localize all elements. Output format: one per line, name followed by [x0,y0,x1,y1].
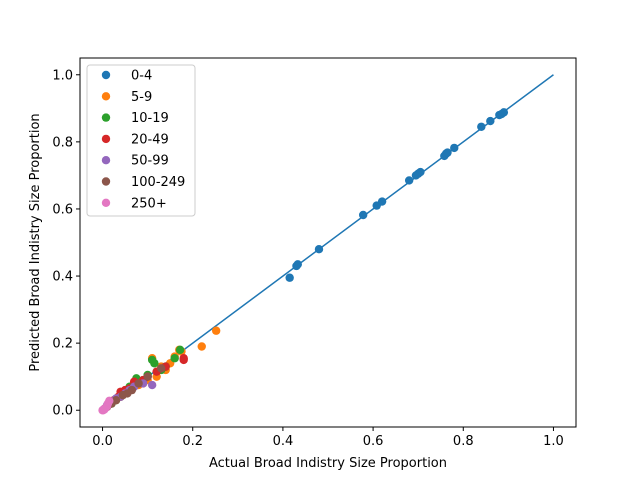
legend-label: 5-9 [131,90,152,105]
y-tick-label: 0.0 [52,404,73,419]
data-point [147,380,157,390]
y-tick-label: 0.6 [52,202,73,217]
data-point [477,122,486,131]
legend: 0-4 5-9 10-19 20-49 50-99 100-249 250+ [86,64,196,217]
data-point [404,176,414,185]
data-point [499,108,509,117]
data-point [143,372,152,381]
legend-label: 250+ [131,196,167,211]
data-point [100,405,109,414]
data-point [134,379,143,388]
legend-label: 10-19 [131,111,169,126]
legend-marker [101,113,111,122]
y-axis-label: Predicted Broad Indistry Size Proportion [28,113,43,371]
data-point [179,354,188,363]
x-axis-label: Actual Broad Indistry Size Proportion [209,456,447,471]
x-tick-label: 0.8 [453,434,474,449]
points-layer [98,108,509,415]
data-point [170,354,179,363]
legend-marker [101,70,111,80]
data-point [147,355,157,365]
legend-box [86,64,196,217]
legend-marker [101,198,111,207]
legend-label: 0-4 [131,69,152,84]
legend-marker [101,177,111,186]
legend-label: 50-99 [131,154,169,169]
data-point [358,210,368,220]
data-point [211,326,221,335]
legend-marker [101,156,111,165]
legend-label: 100-249 [131,175,185,190]
series-6 [98,396,114,415]
y-tick-label: 0.2 [52,337,73,352]
legend-marker [101,134,111,144]
data-point [156,364,166,373]
y-tick-label: 0.8 [52,135,73,150]
y-axis-ticks: 0.0 0.2 0.4 0.6 0.8 1.0 [52,68,80,419]
data-point [314,245,324,254]
axes-frame [79,57,577,428]
x-tick-label: 0.6 [363,434,384,449]
x-axis-ticks: 0.0 0.2 0.4 0.6 0.8 1.0 [92,427,564,449]
data-point [175,345,185,355]
data-point [285,273,294,282]
x-tick-label: 1.0 [543,434,564,449]
data-point [443,148,452,157]
y-tick-label: 1.0 [52,68,73,83]
data-point [118,390,128,400]
x-tick-label: 0.4 [273,434,294,449]
data-point [377,197,387,206]
x-tick-label: 0.0 [92,434,113,449]
data-point [450,143,459,153]
x-tick-label: 0.2 [182,434,203,449]
data-point [293,260,302,269]
legend-label: 20-49 [131,132,169,147]
data-point [416,167,425,177]
data-point [486,116,495,126]
legend-marker [101,92,111,101]
y-tick-label: 0.4 [52,270,73,285]
data-point [197,342,206,351]
